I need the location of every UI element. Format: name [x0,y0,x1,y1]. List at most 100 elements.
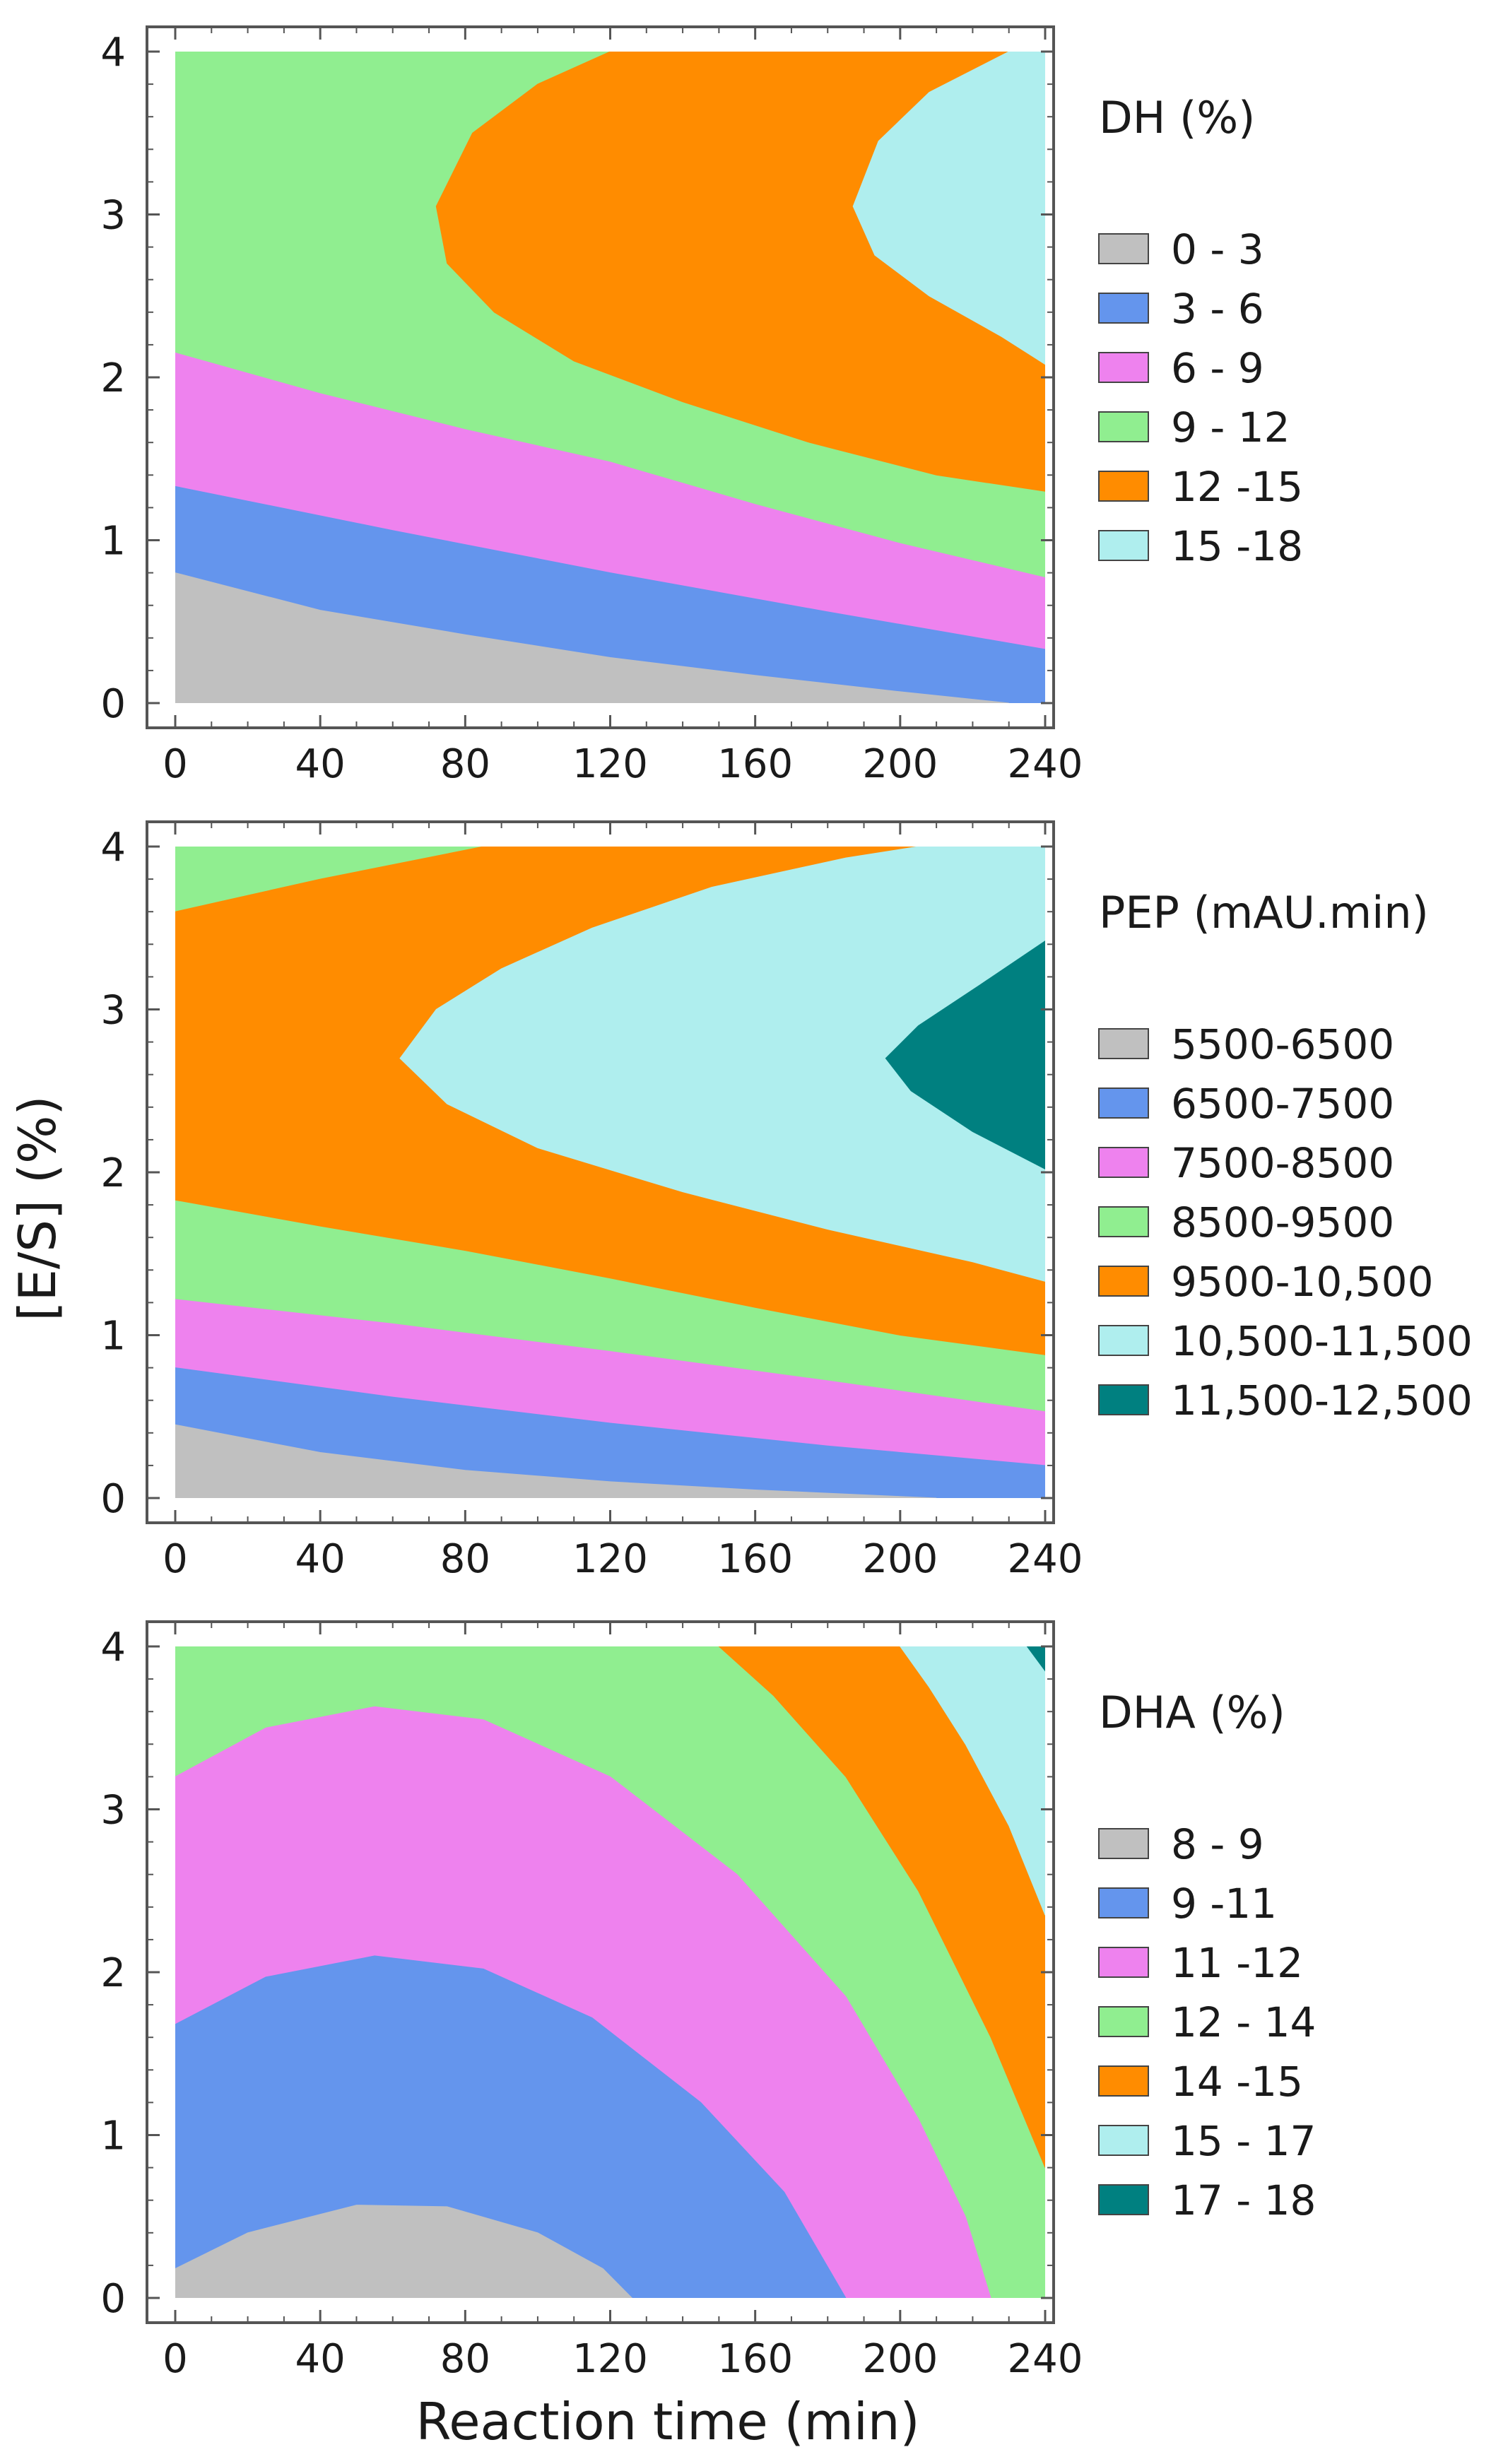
x-tick-label: 240 [1008,741,1083,787]
x-tick-label: 160 [717,2336,793,2382]
legend-label: 8 - 9 [1171,1820,1264,1868]
legend-swatch [1098,2006,1149,2037]
legend: PEP (mAU.min) 5500-6500 6500-7500 7500-8500… [1098,887,1473,1425]
x-tick-label: 120 [572,2336,648,2382]
legend-label: 0 - 3 [1171,225,1264,273]
legend-swatch [1098,233,1149,264]
legend-swatch [1098,530,1149,561]
legend-label: 9 - 12 [1171,403,1290,452]
x-tick-label: 200 [862,2336,938,2382]
contour-region [718,1646,1045,2168]
y-tick-label: 2 [100,1150,126,1196]
y-tick-label: 4 [100,825,126,871]
legend-label: 15 - 17 [1171,2117,1316,2165]
legend-swatch [1098,352,1149,383]
y-tick-label: 1 [100,1314,126,1360]
y-tick-label: 4 [100,1625,126,1670]
legend-label: 14 -15 [1171,2058,1303,2106]
contour-panel: 0 40 80 120 160 200 240 0 1 2 3 4 DH (%) 0 - 3 3 - 6 6 … [100,25,1303,787]
contour-panel: 0 40 80 120 160 200 240 0 1 2 3 4 DHA (%) 8 - 9 9 -11 1… [100,1620,1316,2382]
x-tick-label: 40 [295,2336,346,2382]
legend-swatch [1098,1325,1149,1356]
legend-label: 7500-8500 [1171,1139,1394,1187]
legend-label: 11 -12 [1171,1939,1303,1987]
legend-swatch [1098,1887,1149,1918]
y-tick-label: 0 [100,1476,126,1522]
y-tick-label: 1 [100,519,126,565]
legend-label: 9 -11 [1171,1880,1277,1928]
y-tick-label: 2 [100,355,126,401]
legend-swatch [1098,1206,1149,1237]
legend-label: 6500-7500 [1171,1080,1394,1128]
legend-swatch [1098,2125,1149,2156]
x-tick-label: 80 [440,2336,490,2382]
y-tick-label: 1 [100,2114,126,2159]
x-axis-label: Reaction time (min) [416,2392,919,2451]
x-tick-label: 0 [163,741,188,787]
legend-label: 15 -18 [1171,522,1303,570]
legend-swatch [1098,1828,1149,1859]
legend-swatch [1098,471,1149,502]
x-tick-label: 160 [717,1536,793,1582]
y-tick-label: 0 [100,2276,126,2322]
x-tick-label: 200 [862,1536,938,1582]
contour-region [175,1424,937,1498]
x-tick-label: 80 [440,1536,490,1582]
legend-swatch [1098,2065,1149,2097]
y-tick-label: 3 [100,193,126,239]
y-axis-label: [E/S] (%) [8,1095,67,1321]
x-tick-label: 240 [1008,1536,1083,1582]
x-tick-label: 80 [440,741,490,787]
y-tick-label: 0 [100,681,126,727]
contour-regions [175,1646,1045,2298]
legend-label: 17 - 18 [1171,2176,1316,2224]
legend-label: 10,500-11,500 [1171,1317,1473,1365]
legend-label: 11,500-12,500 [1171,1377,1473,1425]
legend-label: 6 - 9 [1171,344,1264,392]
legend: DHA (%) 8 - 9 9 -11 11 -12 12 - 14 14 -15 15 -… [1098,1687,1316,2224]
legend-label: 5500-6500 [1171,1020,1394,1068]
x-tick-label: 160 [717,741,793,787]
legend-swatch [1098,1147,1149,1178]
legend-title: PEP (mAU.min) [1099,887,1429,938]
x-tick-label: 240 [1008,2336,1083,2382]
contour-regions [175,847,1045,1498]
x-tick-label: 40 [295,741,346,787]
contour-region [900,1646,1045,1916]
legend: DH (%) 0 - 3 3 - 6 6 - 9 9 - 12 12 -15 15 -18 [1098,92,1303,570]
contour-region [175,2205,633,2298]
legend-label: 12 - 14 [1171,1998,1316,2046]
legend-title: DH (%) [1099,92,1255,143]
contour-region [852,52,1045,365]
contour-region [175,572,1009,703]
contour-regions [175,52,1045,703]
legend-swatch [1098,293,1149,324]
contour-region [399,847,1045,1282]
legend-label: 3 - 6 [1171,285,1264,333]
y-tick-label: 2 [100,1950,126,1996]
contour-region [1026,1646,1045,1672]
x-tick-label: 40 [295,1536,346,1582]
legend-title: DHA (%) [1099,1687,1285,1738]
x-tick-label: 120 [572,741,648,787]
legend-swatch [1098,1028,1149,1059]
legend-swatch [1098,2184,1149,2215]
x-tick-label: 200 [862,741,938,787]
legend-swatch [1098,1087,1149,1119]
legend-swatch [1098,1947,1149,1978]
y-tick-label: 3 [100,1788,126,1834]
contour-region [885,941,1045,1169]
legend-swatch [1098,1266,1149,1297]
y-tick-label: 3 [100,988,126,1034]
legend-label: 9500-10,500 [1171,1258,1433,1306]
legend-swatch [1098,1384,1149,1415]
x-tick-label: 0 [163,1536,188,1582]
legend-swatch [1098,411,1149,442]
legend-label: 12 -15 [1171,463,1303,511]
legend-label: 8500-9500 [1171,1198,1394,1246]
x-tick-label: 0 [163,2336,188,2382]
y-tick-label: 4 [100,30,126,76]
x-tick-label: 120 [572,1536,648,1582]
